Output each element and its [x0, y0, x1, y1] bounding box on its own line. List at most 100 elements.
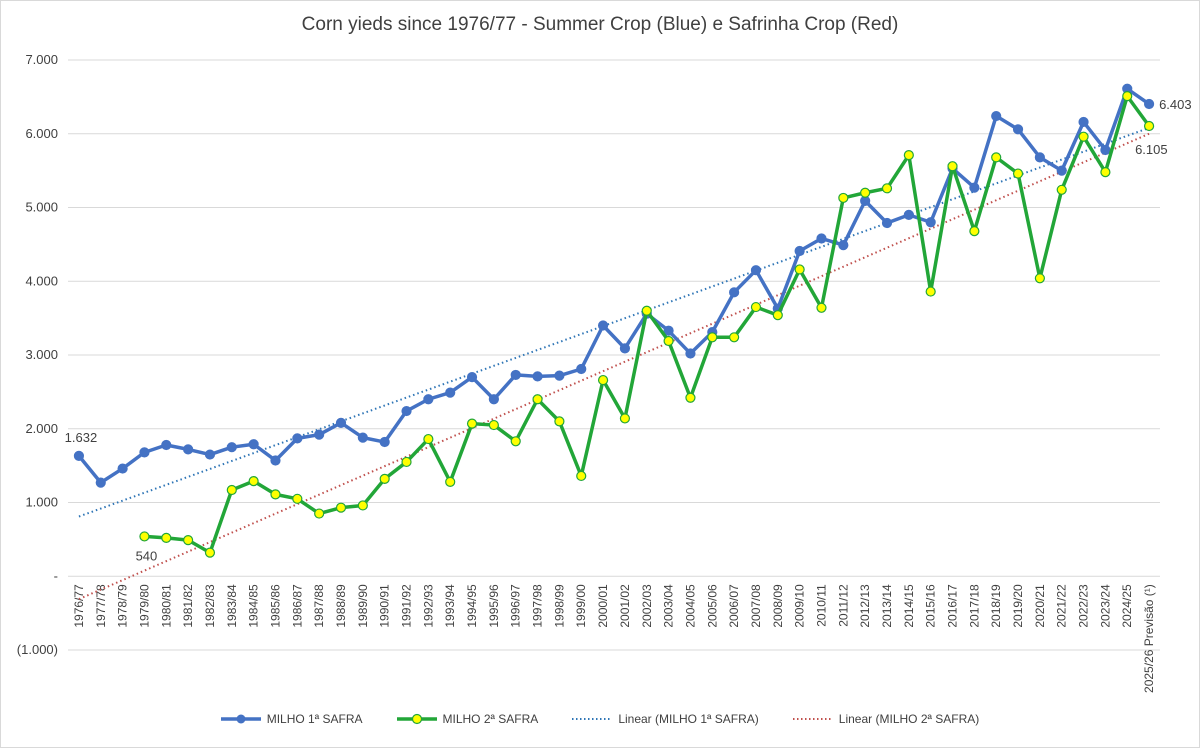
series2-point [183, 535, 194, 546]
x-tick-label: 2018/19 [989, 584, 1003, 628]
series2-point [925, 286, 936, 297]
x-tick-label: 2006/07 [727, 584, 741, 628]
x-tick-label: 2016/17 [946, 584, 960, 628]
chart-title: Corn yieds since 1976/77 - Summer Crop (… [301, 14, 899, 35]
data-label: 1.632 [65, 430, 98, 445]
y-tick-label: (1.000) [17, 642, 58, 657]
series1-point [248, 439, 259, 450]
series2-point [991, 152, 1002, 163]
series1-point [750, 265, 762, 276]
x-tick-label: 1979/80 [137, 584, 151, 628]
legend-item-trend2: Linear (MILHO 2ª SAFRA) [792, 712, 979, 726]
series2-point [729, 332, 740, 343]
series2-line [144, 94, 1151, 555]
series1-point [357, 432, 368, 443]
series1-point [1078, 116, 1089, 128]
y-tick-label: - [54, 568, 58, 583]
x-tick-label: 2003/04 [662, 584, 676, 628]
series2-point [1100, 167, 1111, 178]
series2-point [314, 508, 325, 519]
series2-point [204, 547, 216, 558]
x-tick-label: 1985/86 [268, 584, 282, 628]
series2-point [292, 493, 303, 504]
trendline-series2 [78, 132, 1150, 601]
x-tick-label: 1984/85 [247, 584, 261, 628]
series1-point [161, 439, 172, 451]
series1-point [488, 394, 499, 405]
y-tick-label: 6.000 [25, 126, 58, 141]
y-tick-label: 1.000 [25, 495, 58, 510]
series1-point [204, 449, 216, 460]
series2-point [947, 161, 958, 172]
series2-point [445, 476, 456, 487]
series1-point [379, 436, 390, 448]
x-tick-label: 2009/10 [793, 584, 807, 628]
series1-point [1100, 144, 1111, 156]
x-tick-label: 2019/20 [1011, 584, 1025, 628]
series1-point [466, 372, 478, 383]
x-tick-label: 1994/95 [465, 584, 479, 628]
series2-point [903, 150, 914, 161]
legend-swatch-series1 [220, 714, 261, 724]
series2-point [619, 413, 631, 424]
x-tick-label: 1998/99 [552, 584, 566, 628]
series1-point [183, 444, 194, 455]
x-tick-label: 2021/22 [1055, 584, 1069, 628]
data-label: 6.105 [1135, 142, 1168, 157]
y-tick-label: 5.000 [25, 200, 58, 215]
trendline-series1 [78, 126, 1150, 518]
chart-legend: MILHO 1ª SAFRA MILHO 2ª SAFRA Linear (MI… [0, 712, 1200, 726]
series2-point [597, 374, 609, 386]
series2-point [248, 476, 259, 487]
series1-point [1143, 98, 1155, 110]
series1-point [794, 245, 805, 257]
series1-point [619, 343, 631, 354]
x-tick-label: 1988/89 [334, 584, 348, 628]
series2-point [488, 419, 499, 431]
x-tick-label: 2023/24 [1098, 584, 1112, 628]
series1-point [1056, 165, 1067, 176]
series2-point [838, 192, 849, 204]
series2-point [1143, 120, 1155, 132]
series2-point [860, 187, 871, 198]
series1-point [576, 363, 587, 375]
x-tick-label: 2014/15 [902, 584, 916, 628]
series1-point [532, 371, 543, 382]
series2-point [1056, 184, 1067, 195]
x-tick-label: 2008/09 [771, 584, 785, 628]
legend-item-trend1: Linear (MILHO 1ª SAFRA) [572, 712, 759, 726]
series1-point [335, 417, 347, 428]
series2-point [510, 436, 521, 447]
series2-point [969, 226, 980, 237]
y-tick-label: 2.000 [25, 421, 58, 436]
x-tick-label: 2012/13 [858, 584, 872, 628]
series2-point [685, 392, 696, 403]
data-label: 6.403 [1159, 97, 1192, 112]
series1-point [95, 477, 106, 488]
series2-point [554, 416, 565, 427]
x-tick-label: 1989/90 [356, 584, 370, 628]
series1-point [597, 320, 609, 331]
x-tick-label: 2017/18 [967, 584, 981, 628]
series2-point [641, 305, 652, 316]
series1-point [445, 387, 456, 398]
series1-point [423, 394, 434, 405]
data-label: 540 [136, 548, 158, 563]
legend-swatch-series2 [396, 713, 437, 725]
legend-label-series2: MILHO 2ª SAFRA [442, 712, 539, 726]
legend-swatch-trend2 [792, 718, 833, 720]
series2-point [139, 531, 150, 542]
x-tick-label: 2010/11 [814, 584, 828, 627]
series1-point [1034, 152, 1045, 163]
series2-point [772, 310, 783, 321]
x-tick-label: 2001/02 [618, 584, 632, 628]
series1-point [270, 455, 281, 466]
x-tick-label: 2022/23 [1077, 584, 1091, 628]
series1-point [226, 442, 237, 453]
x-tick-label: 1983/84 [225, 584, 239, 628]
series1-point [881, 217, 893, 229]
x-tick-label: 2013/14 [880, 584, 894, 628]
y-tick-label: 7.000 [25, 52, 58, 67]
series1-point [685, 348, 696, 359]
